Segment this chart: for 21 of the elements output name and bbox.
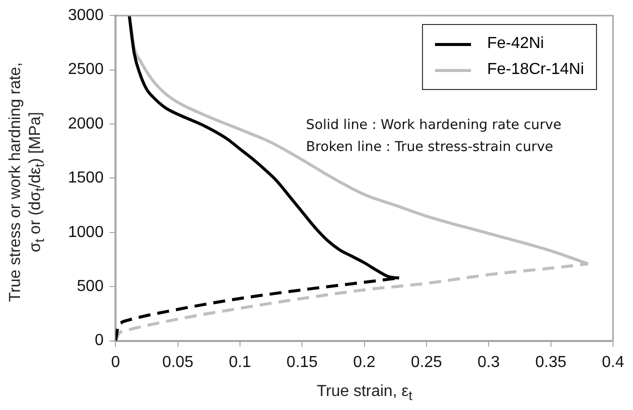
y-tick-label: 0 <box>94 332 104 350</box>
legend-label: Fe-18Cr-14Ni <box>487 61 584 79</box>
x-tick-label: 0.1 <box>228 354 252 371</box>
x-tick-label: 0.05 <box>162 354 194 371</box>
x-axis-title: True strain, ε$_{t}$ <box>316 382 414 406</box>
y-tick-label: 1000 <box>68 224 104 241</box>
y-tick-label: 2500 <box>68 61 104 78</box>
x-tick-label: 0.15 <box>286 354 318 371</box>
x-tick-label: 0.25 <box>410 354 442 371</box>
x-tick-label: 0.3 <box>478 354 500 371</box>
y-tick-label: 3000 <box>68 7 104 24</box>
annotation: Broken line : True stress-strain curve <box>306 139 554 155</box>
x-tick-label: 0.2 <box>353 354 376 371</box>
y-tick-label: 2000 <box>68 115 104 132</box>
annotation: Solid line : Work hardening rate curve <box>306 117 562 133</box>
y-tick-label: 1500 <box>68 170 104 187</box>
legend-label: Fe-42Ni <box>487 35 544 53</box>
y-tick-label: 500 <box>76 278 104 296</box>
x-tick-label: 0.35 <box>535 354 566 371</box>
x-tick-label: 0.4 <box>602 354 624 371</box>
x-tick-label: 0 <box>111 354 120 371</box>
